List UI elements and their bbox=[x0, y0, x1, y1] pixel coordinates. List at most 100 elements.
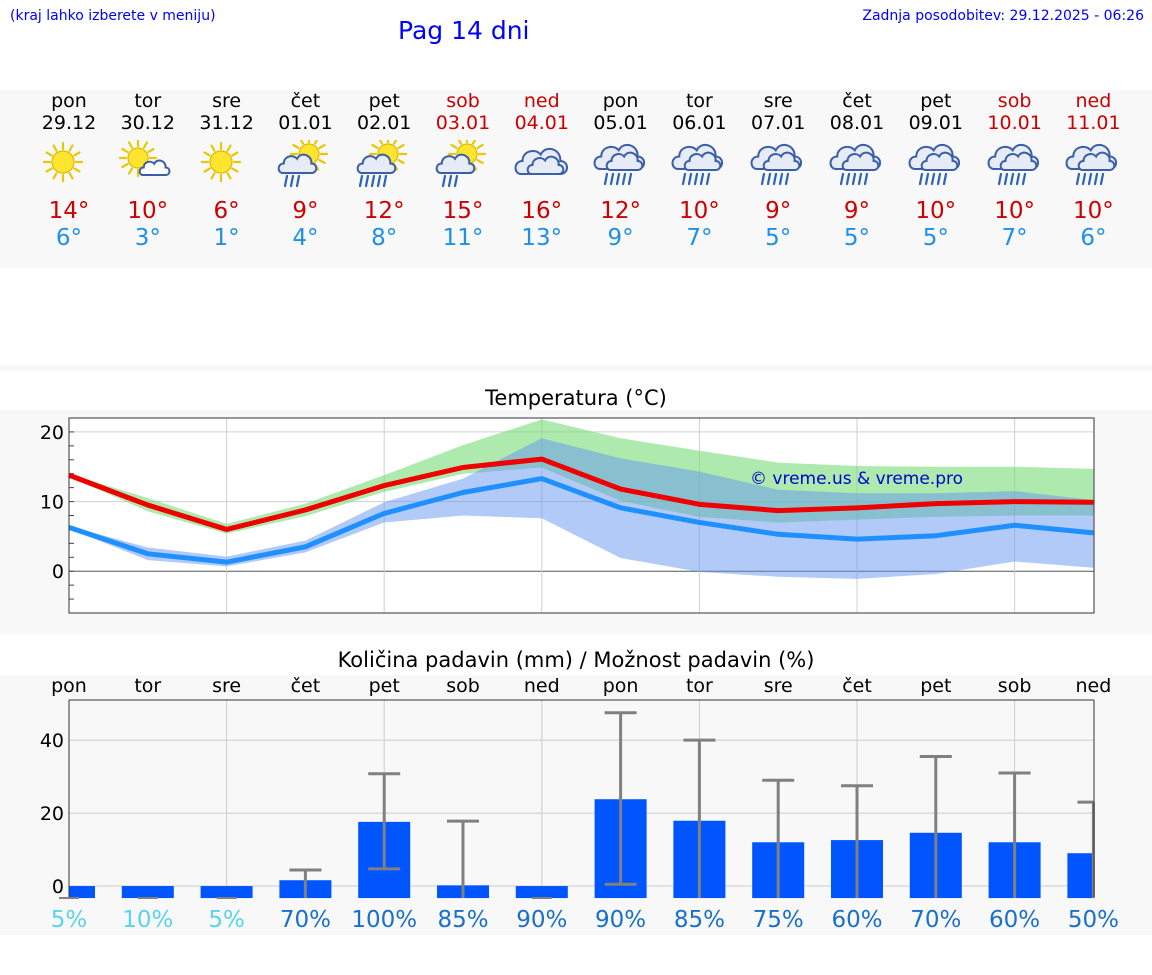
precipitation-bar bbox=[200, 886, 253, 899]
max-temperature: 9° bbox=[292, 198, 319, 224]
precipitation-probability: 70% bbox=[280, 907, 331, 933]
day-column: čet 08.01 9° 5° bbox=[812, 90, 902, 252]
plot-frame bbox=[68, 417, 1095, 614]
day-name: čet bbox=[842, 90, 872, 112]
error-bar bbox=[289, 868, 322, 899]
y-tick-label: 40 bbox=[40, 730, 64, 752]
precipitation-probability: 60% bbox=[989, 907, 1040, 933]
category-label: pon bbox=[51, 675, 87, 697]
precipitation-probability: 90% bbox=[516, 907, 567, 933]
max-temperature: 10° bbox=[1073, 198, 1114, 224]
min-temperature: 9° bbox=[607, 225, 634, 251]
cloud-rain-icon bbox=[987, 143, 1039, 186]
precipitation-probability: 5% bbox=[208, 907, 245, 933]
category-label: sre bbox=[764, 675, 793, 697]
day-column: ned 04.01 16° 13° bbox=[497, 90, 587, 252]
max-temperature: 10° bbox=[915, 198, 957, 224]
cloud-rain-icon bbox=[671, 143, 724, 186]
min-temperature: 5° bbox=[922, 225, 949, 251]
day-date: 30.12 bbox=[120, 112, 175, 134]
max-temperature: 9° bbox=[765, 198, 792, 224]
day-date: 31.12 bbox=[199, 112, 254, 134]
precipitation-probability: 75% bbox=[753, 907, 804, 933]
day-date: 05.01 bbox=[593, 112, 648, 134]
precipitation-chart-title: Količina padavin (mm) / Možnost padavin … bbox=[337, 648, 815, 672]
day-name: sob bbox=[997, 90, 1032, 112]
max-temperature: 14° bbox=[48, 198, 90, 224]
min-temperature: 5° bbox=[843, 225, 871, 251]
y-tick-label: 20 bbox=[40, 422, 64, 444]
precipitation-probability: 100% bbox=[351, 907, 417, 933]
day-date: 02.01 bbox=[356, 112, 412, 134]
day-date: 08.01 bbox=[829, 112, 885, 134]
day-name: čet bbox=[290, 90, 321, 112]
max-temperature: 12° bbox=[363, 198, 405, 224]
precipitation-probability: 60% bbox=[831, 907, 882, 933]
day-date: 09.01 bbox=[908, 112, 963, 134]
day-date: 07.01 bbox=[750, 112, 806, 134]
day-name: pet bbox=[920, 90, 952, 112]
cloud-rain-icon bbox=[829, 143, 882, 186]
forecast-days-band bbox=[0, 90, 1152, 268]
max-temperature: 15° bbox=[442, 198, 484, 224]
precipitation-probability: 85% bbox=[437, 907, 488, 933]
day-name: sre bbox=[212, 90, 242, 112]
day-name: pet bbox=[368, 90, 400, 112]
day-column: sre 07.01 9° 5° bbox=[733, 90, 823, 252]
precipitation-probability: 10% bbox=[122, 907, 173, 933]
error-bar bbox=[762, 778, 795, 899]
day-date: 10.01 bbox=[987, 112, 1042, 134]
day-column: tor 30.12 10° 3° bbox=[103, 90, 193, 252]
sun-icon bbox=[200, 141, 241, 183]
day-column: sob 10.01 10° 7° bbox=[970, 90, 1060, 252]
max-temperature: 10° bbox=[679, 198, 720, 224]
temperature-chart-title: Temperatura (°C) bbox=[485, 386, 667, 410]
cloud-rain-icon bbox=[593, 143, 645, 186]
precipitation-bar bbox=[1067, 853, 1094, 899]
day-column: pon 29.12 14° 6° bbox=[24, 90, 114, 252]
y-tick-label: 20 bbox=[40, 803, 64, 825]
max-temperature: 10° bbox=[994, 198, 1035, 224]
last-updated: Zadnja posodobitev: 29.12.2025 - 06:26 bbox=[862, 8, 1144, 24]
category-label: pon bbox=[603, 675, 639, 697]
y-tick-label: 10 bbox=[40, 492, 64, 514]
error-bar bbox=[998, 771, 1031, 899]
error-bar bbox=[368, 772, 401, 871]
cloud-icon bbox=[514, 147, 568, 175]
max-temperature-line bbox=[68, 456, 1094, 532]
y-tick-label: 0 bbox=[52, 876, 64, 898]
sun-cloud-rain-icon bbox=[278, 140, 329, 188]
category-label: čet bbox=[291, 675, 321, 697]
precipitation-probability: 90% bbox=[595, 907, 646, 933]
sun-cloud-heavy-rain-icon bbox=[356, 140, 408, 188]
category-label: ned bbox=[524, 675, 560, 697]
location-hint: (kraj lahko izberete v meniju) bbox=[10, 8, 216, 24]
error-bar bbox=[447, 819, 479, 899]
min-temperature: 8° bbox=[371, 225, 398, 251]
max-temperature: 9° bbox=[843, 198, 871, 224]
category-label: tor bbox=[686, 675, 713, 697]
error-bar bbox=[919, 755, 952, 899]
day-name: tor bbox=[134, 90, 162, 112]
sun-icon bbox=[42, 141, 84, 183]
min-temperature: 6° bbox=[1080, 225, 1107, 251]
error-bar bbox=[604, 711, 637, 886]
sun-cloud-rain-icon bbox=[435, 140, 487, 188]
day-name: sob bbox=[446, 90, 480, 112]
day-column: tor 06.01 10° 7° bbox=[654, 90, 744, 252]
min-temperature: 7° bbox=[686, 225, 713, 251]
separator-band bbox=[0, 365, 1152, 371]
page-title: Pag 14 dni bbox=[398, 16, 530, 45]
category-label: ned bbox=[1076, 675, 1112, 697]
min-range-band bbox=[69, 438, 1094, 579]
precipitation-probability: 5% bbox=[51, 907, 88, 933]
day-column: pet 02.01 12° 8° bbox=[339, 90, 429, 252]
day-column: pet 09.01 10° 5° bbox=[891, 90, 981, 252]
day-column: sob 03.01 15° 11° bbox=[418, 90, 508, 252]
error-bar bbox=[841, 784, 873, 899]
max-temperature: 16° bbox=[521, 198, 563, 224]
category-label: sre bbox=[212, 675, 241, 697]
min-temperature-line bbox=[68, 476, 1094, 565]
precipitation-probability: 85% bbox=[674, 907, 725, 933]
precipitation-chart: pon tor sre čet pet sob ned pon tor sre čet pet sob n… bbox=[40, 675, 1119, 933]
